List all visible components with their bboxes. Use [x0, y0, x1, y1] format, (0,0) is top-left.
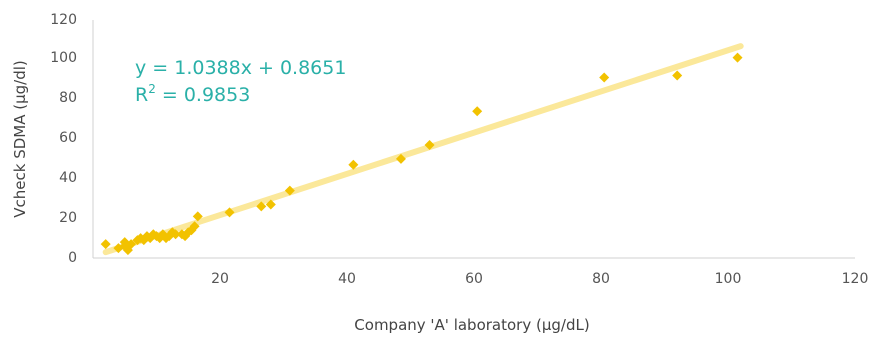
r-squared-letter: R — [135, 84, 148, 106]
x-tick-40: 40 — [338, 271, 356, 287]
data-point-28 — [284, 185, 295, 196]
data-point-30 — [395, 153, 406, 164]
data-point-31 — [424, 139, 435, 150]
data-point-23 — [189, 221, 200, 232]
y-tick-80: 80 — [59, 90, 77, 106]
plot-area — [92, 20, 855, 259]
r-squared-value: = 0.9853 — [156, 84, 250, 106]
data-point-34 — [672, 70, 683, 81]
r-squared-label: R2 = 0.9853 — [135, 82, 250, 106]
linear-trendline — [102, 43, 744, 256]
data-point-0 — [100, 239, 111, 250]
data-point-27 — [265, 199, 276, 210]
data-point-5 — [126, 239, 137, 250]
data-point-35 — [732, 52, 743, 63]
y-tick-20: 20 — [59, 210, 77, 226]
y-axis-title: Vcheck SDMA (µg/dl) — [11, 60, 29, 218]
trendline-equation: y = 1.0388x + 0.8651 — [135, 57, 346, 79]
data-point-25 — [224, 207, 235, 218]
y-tick-120: 120 — [50, 12, 77, 28]
data-point-33 — [599, 72, 610, 83]
y-tick-100: 100 — [50, 50, 77, 66]
data-point-32 — [472, 106, 483, 117]
x-tick-120: 120 — [842, 271, 869, 287]
y-tick-60: 60 — [59, 130, 77, 146]
x-axis-title: Company 'A' laboratory (µg/dL) — [354, 316, 589, 334]
data-point-24 — [192, 211, 203, 222]
x-tick-100: 100 — [715, 271, 742, 287]
r-squared-superscript: 2 — [148, 82, 156, 96]
x-tick-60: 60 — [465, 271, 483, 287]
data-point-29 — [348, 159, 359, 170]
y-tick-40: 40 — [59, 170, 77, 186]
x-tick-20: 20 — [211, 271, 229, 287]
x-tick-80: 80 — [592, 271, 610, 287]
data-point-26 — [256, 201, 267, 212]
y-tick-0: 0 — [68, 250, 77, 266]
data-point-18 — [170, 229, 181, 240]
